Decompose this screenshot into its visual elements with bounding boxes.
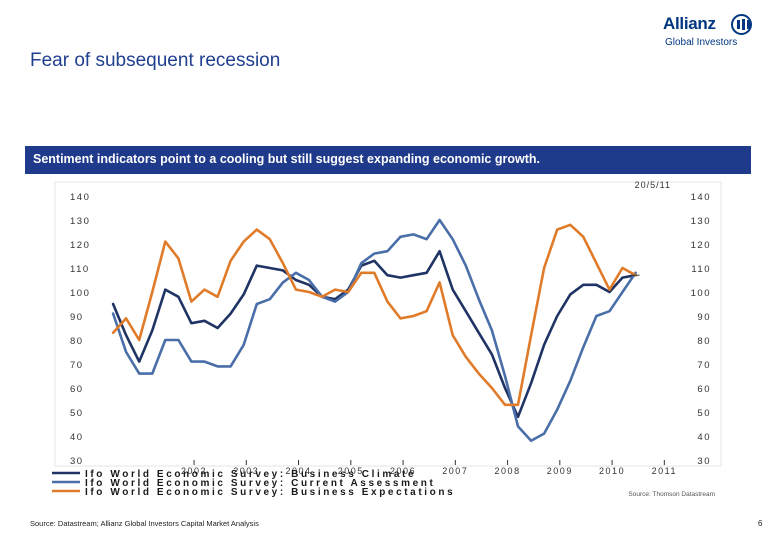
y-tick-label-right: 80 — [697, 336, 711, 347]
y-tick-label-left: 60 — [70, 384, 84, 395]
chart-source-label: Source: Thomson Datastream — [628, 491, 715, 498]
logo-word: Allianz — [663, 14, 716, 33]
x-tick-label: 2005 — [338, 466, 364, 476]
y-tick-label-right: 70 — [697, 360, 711, 371]
logo-subtitle: Global Investors — [665, 37, 738, 48]
sentiment-banner: Sentiment indicators point to a cooling … — [25, 146, 751, 174]
y-tick-label-left: 70 — [70, 360, 84, 371]
x-tick-label: 2003 — [233, 466, 259, 476]
series-line-2 — [111, 218, 637, 443]
y-tick-label-left: 30 — [70, 456, 84, 467]
x-tick-label: 2011 — [652, 466, 677, 476]
slide-title: Fear of subsequent recession — [30, 50, 281, 71]
series-line-1 — [111, 249, 637, 419]
y-tick-label-right: 130 — [691, 216, 711, 227]
y-tick-label-right: 50 — [697, 408, 711, 419]
y-tick-label-left: 40 — [70, 432, 84, 443]
x-tick-label: 2010 — [599, 466, 625, 476]
x-tick-label: 2009 — [547, 466, 573, 476]
series-line-3 — [111, 223, 637, 407]
y-tick-label-left: 100 — [70, 288, 90, 299]
x-tick-label: 2002 — [181, 466, 207, 476]
y-tick-label-left: 140 — [70, 192, 90, 203]
ifo-chart: 30 30 40 40 50 50 60 60 70 70 80 80 90 90 100 100 110 110… — [52, 180, 722, 498]
y-tick-label-left: 90 — [70, 312, 84, 323]
legend-label-2: Ifo World Economic Survey: Current Asses… — [85, 478, 435, 489]
banner-text: Sentiment indicators point to a cooling … — [33, 152, 540, 166]
y-tick-label-right: 40 — [697, 432, 711, 443]
y-tick-label-right: 140 — [691, 192, 711, 203]
allianz-logo: Allianz Global Investors — [663, 14, 763, 54]
y-tick-label-right: 30 — [697, 456, 711, 467]
legend-label-1: Ifo World Economic Survey: Business Clim… — [85, 469, 416, 480]
x-tick-label: 2008 — [495, 466, 521, 476]
y-tick-label-left: 50 — [70, 408, 84, 419]
allianz-eagle-icon — [731, 14, 752, 35]
legend-label-3: Ifo World Economic Survey: Business Expe… — [85, 487, 455, 498]
date-label: 20/5/11 — [635, 180, 671, 190]
y-tick-label-right: 110 — [691, 264, 711, 275]
x-tick-label: 2004 — [286, 466, 312, 476]
y-tick-label-right: 60 — [697, 384, 711, 395]
y-tick-label-left: 120 — [70, 240, 90, 251]
y-tick-label-right: 100 — [691, 288, 711, 299]
y-tick-label-left: 110 — [70, 264, 90, 275]
footer-source: Source: Datastream; Allianz Global Inves… — [30, 519, 259, 528]
chart-area: 30 30 40 40 50 50 60 60 70 70 80 80 90 90 100 100 110 110… — [25, 176, 751, 506]
y-tick-label-left: 80 — [70, 336, 84, 347]
y-tick-label-right: 120 — [691, 240, 711, 251]
y-tick-label-left: 130 — [70, 216, 90, 227]
plot-frame — [54, 181, 722, 467]
y-tick-label-right: 90 — [697, 312, 711, 323]
page-number: 6 — [758, 519, 763, 528]
x-tick-label: 2007 — [442, 466, 468, 476]
x-tick-label: 2006 — [390, 466, 416, 476]
